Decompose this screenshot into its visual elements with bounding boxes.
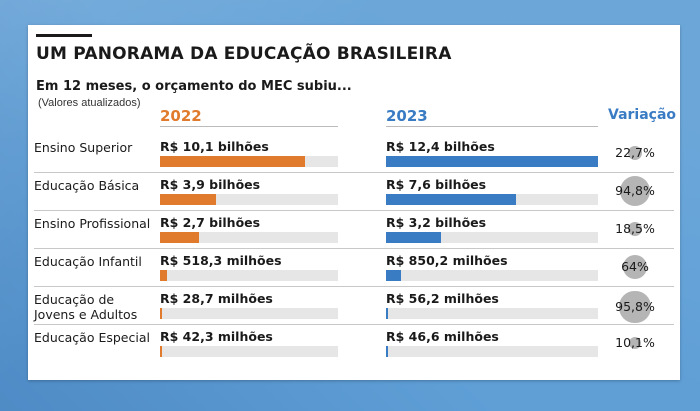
value-label-2023: R$ 7,6 bilhões xyxy=(386,177,487,192)
variation-circle xyxy=(622,254,648,280)
variation-circle xyxy=(619,175,651,207)
variation-circle xyxy=(627,145,643,161)
variation-circle xyxy=(628,336,642,350)
year-2023-header: 2023 xyxy=(386,107,428,125)
variation-label: 18,5% xyxy=(615,221,655,236)
variation-label: 10,1% xyxy=(615,335,655,350)
variation-label: 64% xyxy=(621,259,649,274)
bar-2023-track xyxy=(386,194,598,205)
bar-2022 xyxy=(160,270,168,281)
bar-2022 xyxy=(160,156,305,167)
category-label: Ensino Profissional xyxy=(34,216,151,231)
category-label: Educação de Jovens e Adultos xyxy=(34,292,138,322)
bar-2022-track xyxy=(160,194,338,205)
bar-2023 xyxy=(386,232,441,243)
value-label-2022: R$ 2,7 bilhões xyxy=(160,215,261,230)
value-label-2022: R$ 518,3 milhões xyxy=(160,253,282,268)
bar-2023 xyxy=(386,270,401,281)
bar-2022 xyxy=(160,346,162,357)
category-label: Educação Especial xyxy=(34,330,150,345)
values-note: (Valores atualizados) xyxy=(38,97,141,109)
row-separator xyxy=(34,210,674,211)
bar-2023 xyxy=(386,194,516,205)
value-label-2022: R$ 28,7 milhões xyxy=(160,291,273,306)
title-rule xyxy=(36,34,92,37)
row-separator xyxy=(34,172,674,173)
variation-label: 95,8% xyxy=(615,299,655,314)
value-label-2023: R$ 56,2 milhões xyxy=(386,291,499,306)
year-2023-underline xyxy=(386,126,598,127)
bar-2022-track xyxy=(160,156,338,167)
bar-2023-track xyxy=(386,232,598,243)
bar-2023 xyxy=(386,156,598,167)
bar-2023-track xyxy=(386,270,598,281)
category-label: Educação Básica xyxy=(34,178,140,193)
value-label-2023: R$ 12,4 bilhões xyxy=(386,139,495,154)
row-separator xyxy=(34,324,674,325)
value-label-2022: R$ 42,3 milhões xyxy=(160,329,273,344)
row-separator xyxy=(34,248,674,249)
variation-label: 94,8% xyxy=(615,183,655,198)
variation-circle xyxy=(619,291,651,323)
value-label-2022: R$ 10,1 bilhões xyxy=(160,139,269,154)
bar-2022-track xyxy=(160,232,338,243)
variation-label: 22,7% xyxy=(615,145,655,160)
year-2022-header: 2022 xyxy=(160,107,202,125)
bar-2023 xyxy=(386,308,388,319)
bar-2022 xyxy=(160,194,216,205)
chart-subtitle: Em 12 meses, o orçamento do MEC subiu... xyxy=(36,79,352,94)
value-label-2022: R$ 3,9 bilhões xyxy=(160,177,261,192)
variation-circle xyxy=(627,221,643,237)
category-label: Educação Infantil xyxy=(34,254,142,269)
value-label-2023: R$ 3,2 bilhões xyxy=(386,215,487,230)
row-separator xyxy=(34,286,674,287)
category-label: Ensino Superior xyxy=(34,140,133,155)
bar-2022-track xyxy=(160,270,338,281)
value-label-2023: R$ 46,6 milhões xyxy=(386,329,499,344)
variation-header: Variação xyxy=(608,107,677,123)
bar-2022-track xyxy=(160,308,338,319)
chart-card: UM PANORAMA DA EDUCAÇÃO BRASILEIRA Em 12… xyxy=(28,25,680,380)
bar-2023 xyxy=(386,346,388,357)
bar-2022 xyxy=(160,308,162,319)
bar-2022 xyxy=(160,232,199,243)
year-2022-underline xyxy=(160,126,338,127)
bar-2023-track xyxy=(386,156,598,167)
value-label-2023: R$ 850,2 milhões xyxy=(386,253,508,268)
bar-2023-track xyxy=(386,346,598,357)
bar-2023-track xyxy=(386,308,598,319)
bar-2022-track xyxy=(160,346,338,357)
chart-title: UM PANORAMA DA EDUCAÇÃO BRASILEIRA xyxy=(36,44,452,64)
